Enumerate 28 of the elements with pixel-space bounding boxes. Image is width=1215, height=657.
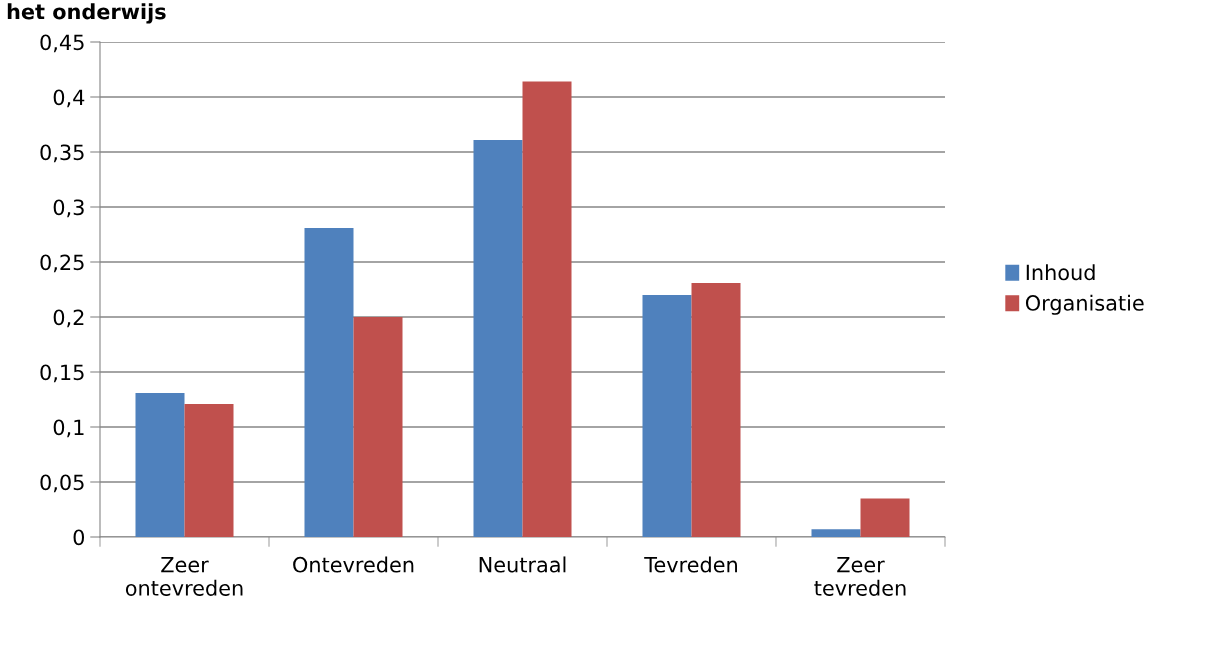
x-tick-label: Zeer tevreden <box>814 557 906 596</box>
bar <box>811 529 861 537</box>
bar <box>304 227 354 537</box>
y-tick-label: 0,25 <box>40 254 84 273</box>
y-tick-label: 0,35 <box>40 144 84 163</box>
bar <box>522 81 572 537</box>
x-tick-label: Neutraal <box>479 556 566 573</box>
y-tick-label: 0,15 <box>40 364 84 383</box>
legend-label: Organisatie <box>1025 294 1144 315</box>
y-tick-label: 0,45 <box>40 34 84 53</box>
y-tick-label: 0,4 <box>53 89 85 108</box>
y-tick-label: 0,05 <box>40 474 84 493</box>
y-tick-label: 0,3 <box>53 199 84 218</box>
y-tick-label: 0,1 <box>53 419 84 438</box>
bar <box>860 498 910 537</box>
bar <box>691 282 741 537</box>
legend-label: Inhoud <box>1026 264 1095 281</box>
bar <box>135 392 185 537</box>
x-tick-label: Ontevreden <box>293 556 414 573</box>
bar <box>642 295 692 537</box>
bar <box>184 403 234 537</box>
x-tick-label: Tevreden <box>644 556 737 573</box>
y-tick-label: 0,2 <box>53 309 84 328</box>
chart-title: het onderwijs <box>7 3 166 24</box>
x-tick-label: Zeer ontevreden <box>125 557 243 596</box>
bar <box>353 317 403 537</box>
bar <box>473 139 523 537</box>
y-tick-label: 0 <box>73 529 85 546</box>
